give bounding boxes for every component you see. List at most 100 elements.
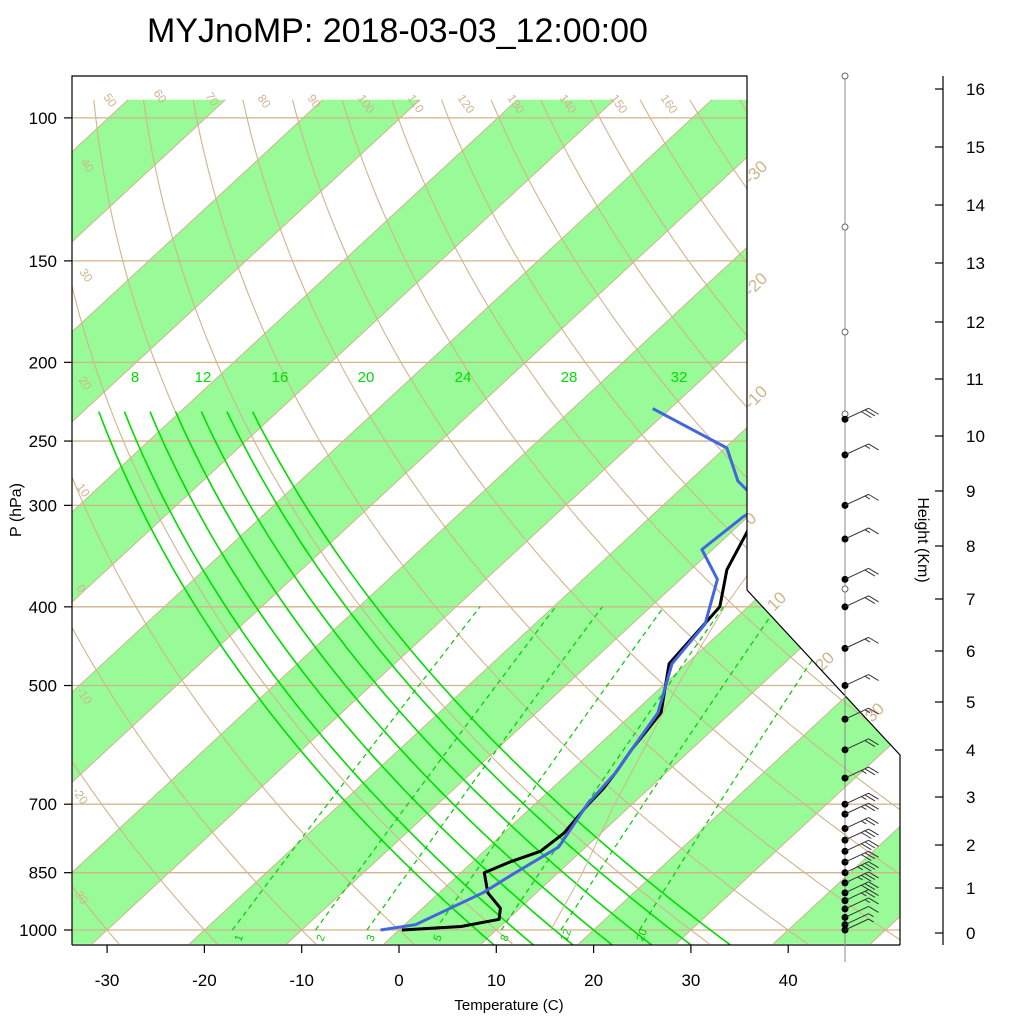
wind-barb-flag [868,828,879,836]
moist-adiabat-label: 16 [272,369,289,386]
mixing-ratio-label: 8 [499,933,512,943]
dry-adiabat-label: 160 [658,92,681,117]
mixing-ratio-line [434,606,665,931]
x-tick-label: -20 [192,971,217,990]
wind-barb-flag [868,918,874,923]
x-tick-label: 40 [779,971,798,990]
wind-barb-flag [864,740,876,747]
height-tick-label: 0 [966,924,975,943]
dry-adiabat [788,99,900,945]
y-tick-label: 700 [29,795,57,814]
wind-barb-shaft [844,871,869,884]
wind-barb-shaft [844,636,869,649]
wind-barb-flag [868,881,879,889]
isotherm [72,99,323,945]
wind-barb-shaft [844,738,869,751]
y-tick-label: 850 [29,864,57,883]
wind-barb-flag [861,843,872,851]
isotherm [968,100,1024,944]
isotherm [72,99,713,945]
wind-barb-flag [868,906,879,913]
height-tick-label: 14 [966,196,985,215]
moist-adiabat-label: 28 [561,369,578,386]
wind-barb-flag [864,638,871,643]
wind-barb-shaft [844,850,869,863]
wind-barb-flag [864,890,876,898]
height-tick-label: 2 [966,836,975,855]
dry-adiabat-label: 50 [101,91,120,110]
y-tick-label: 300 [29,496,57,515]
height-tick-label: 11 [966,370,984,389]
height-tick-label: 9 [966,482,975,501]
wind-barb-flag [861,832,872,839]
height-tick-label: 3 [966,788,975,807]
wind-barb-flag [864,873,876,881]
moist-adiabat [174,411,616,945]
wind-barb-flag [864,569,876,577]
wind-barb-flag [868,861,879,869]
wind-barb-flag [861,820,867,825]
wind-barb-flag [864,445,871,450]
isotherm-label: 0 [740,509,760,529]
isotherm [578,99,900,945]
mixing-ratio-line [638,606,849,931]
y-axis-label: P (hPa) [8,483,25,537]
mixing-ratio-line [366,606,603,931]
frame-border [71,75,901,945]
wind-barb-flag [868,871,879,879]
height-tick-label: 5 [966,693,975,712]
moist-band [72,99,810,944]
empty-level-marker [841,72,849,80]
wind-barb-flag [868,738,879,746]
moist-bands [72,99,1024,944]
mixing-ratio-line [315,606,557,931]
wind-barb-flag [864,883,876,890]
isotherm [72,99,615,945]
empty-level-marker [841,585,849,593]
wind-barb-shaft [844,881,869,894]
isotherm [72,99,518,945]
y-tick-label: 1000 [19,921,57,940]
mixing-ratio-line [231,606,481,931]
dry-adiabat [192,99,808,945]
wind-barb-flag [868,850,879,858]
wind-barb-flag [864,852,876,860]
wind-barb-flag [861,892,867,897]
moist-adiabat-label: 12 [195,369,212,386]
wind-barb-shaft [844,674,869,686]
isotherm-label: 10 [763,588,790,615]
dry-adiabat [72,99,218,945]
dry-adiabat [490,99,900,945]
moist-band [968,100,1024,944]
wind-barb-flag [861,874,872,882]
height-tick-label: 6 [966,642,975,661]
wind-barb-flag [868,839,879,847]
isotherm [72,99,810,945]
height-tick-label: 1 [966,879,975,898]
wind-barb-flag [861,796,867,801]
wind-barb-flag [864,794,876,802]
dry-adiabat-label: 120 [455,92,478,117]
y-tick-label: 150 [29,252,57,271]
wind-barb-shaft [844,802,869,815]
wind-barb-shaft [844,707,869,720]
wind-barb-shaft [844,766,869,779]
moist-adiabat [251,411,734,945]
empty-level-marker [841,328,849,336]
wind-barb-flag [864,709,871,714]
height-tick-label: 16 [966,80,985,99]
dry-adiabat [72,99,513,945]
dry-adiabat [242,99,900,945]
x-tick-label: 0 [394,971,403,990]
moist-band [189,99,900,944]
dry-adiabat [440,99,900,945]
dry-adiabat [291,99,900,945]
wind-barb-shaft [844,905,869,918]
wind-barb-flag [864,409,876,417]
isotherm-label: -30 [740,157,771,188]
wind-barb-flag [864,529,871,534]
chart-title: MYJnoMP: 2018-03-03_12:00:00 [147,12,648,50]
dry-adiabat-label: 30 [77,266,96,285]
